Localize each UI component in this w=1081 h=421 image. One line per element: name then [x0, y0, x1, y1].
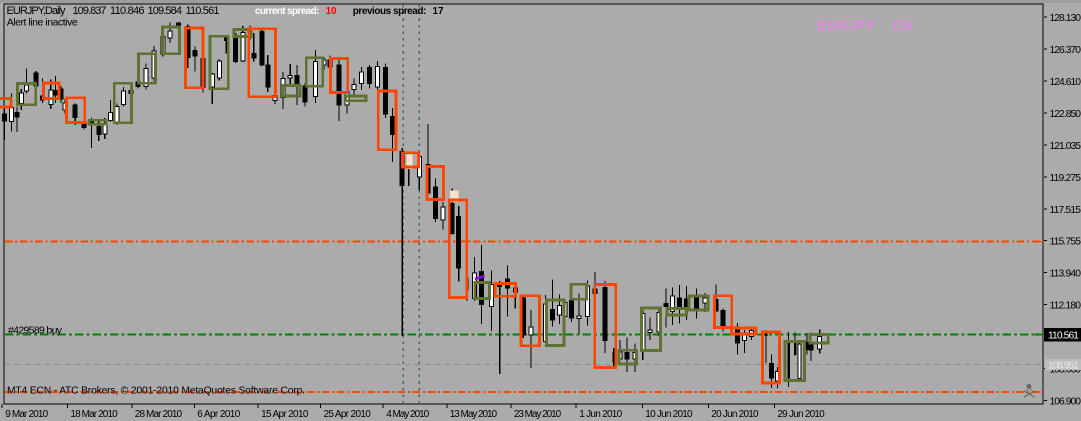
- svg-text:10 Jun 2010: 10 Jun 2010: [645, 409, 693, 420]
- svg-text:1 Jun 2010: 1 Jun 2010: [579, 409, 622, 420]
- svg-text:109.837: 109.837: [73, 5, 107, 17]
- svg-text:126.370: 126.370: [1050, 45, 1081, 56]
- svg-text:6 Apr 2010: 6 Apr 2010: [197, 409, 240, 420]
- svg-text:EURJPY: EURJPY: [817, 17, 876, 33]
- svg-text:MT4 ECN - ATC Brokers, © 2001-: MT4 ECN - ATC Brokers, © 2001-2010 MetaQ…: [7, 386, 305, 397]
- svg-text:D3: D3: [893, 17, 912, 33]
- svg-text:108.660: 108.660: [1050, 365, 1081, 376]
- svg-text:117.515: 117.515: [1050, 205, 1081, 216]
- svg-text:Alert line inactive: Alert line inactive: [7, 17, 78, 29]
- svg-text:10: 10: [326, 6, 337, 17]
- svg-text:EURJPY,Daily: EURJPY,Daily: [7, 5, 67, 17]
- svg-text:4 May 2010: 4 May 2010: [386, 409, 429, 420]
- svg-text:115.755: 115.755: [1050, 237, 1081, 248]
- svg-text:20 Jun 2010: 20 Jun 2010: [711, 409, 759, 420]
- svg-text:113.940: 113.940: [1050, 269, 1081, 280]
- svg-text:121.035: 121.035: [1050, 141, 1081, 152]
- svg-text:#429589 buy: #429589 buy: [8, 325, 63, 337]
- svg-text:17: 17: [433, 6, 444, 17]
- svg-text:124.610: 124.610: [1050, 77, 1081, 88]
- svg-text:previous spread:: previous spread:: [353, 6, 427, 17]
- svg-text:current spread:: current spread:: [255, 6, 320, 17]
- svg-text:28 Mar 2010: 28 Mar 2010: [135, 409, 183, 420]
- svg-text:23 May 2010: 23 May 2010: [514, 409, 562, 420]
- svg-text:108.951: 108.951: [1048, 361, 1079, 372]
- svg-text:110.561: 110.561: [186, 5, 220, 17]
- svg-text:110.846: 110.846: [110, 5, 145, 17]
- svg-text:9 Mar 2010: 9 Mar 2010: [5, 409, 48, 420]
- svg-text:15 Apr 2010: 15 Apr 2010: [261, 409, 309, 420]
- svg-text:119.275: 119.275: [1050, 173, 1081, 184]
- svg-text:128.130: 128.130: [1050, 13, 1081, 24]
- svg-text:112.180: 112.180: [1050, 301, 1081, 312]
- svg-text:18 Mar 2010: 18 Mar 2010: [70, 409, 118, 420]
- svg-text:106.900: 106.900: [1050, 397, 1081, 408]
- svg-text:110.561: 110.561: [1048, 331, 1079, 342]
- svg-text:122.850: 122.850: [1050, 109, 1081, 120]
- svg-text:13 May 2010: 13 May 2010: [450, 409, 498, 420]
- svg-text:25 Apr 2010: 25 Apr 2010: [324, 409, 372, 420]
- svg-text:29 Jun 2010: 29 Jun 2010: [777, 409, 825, 420]
- svg-text:109.584: 109.584: [148, 5, 183, 17]
